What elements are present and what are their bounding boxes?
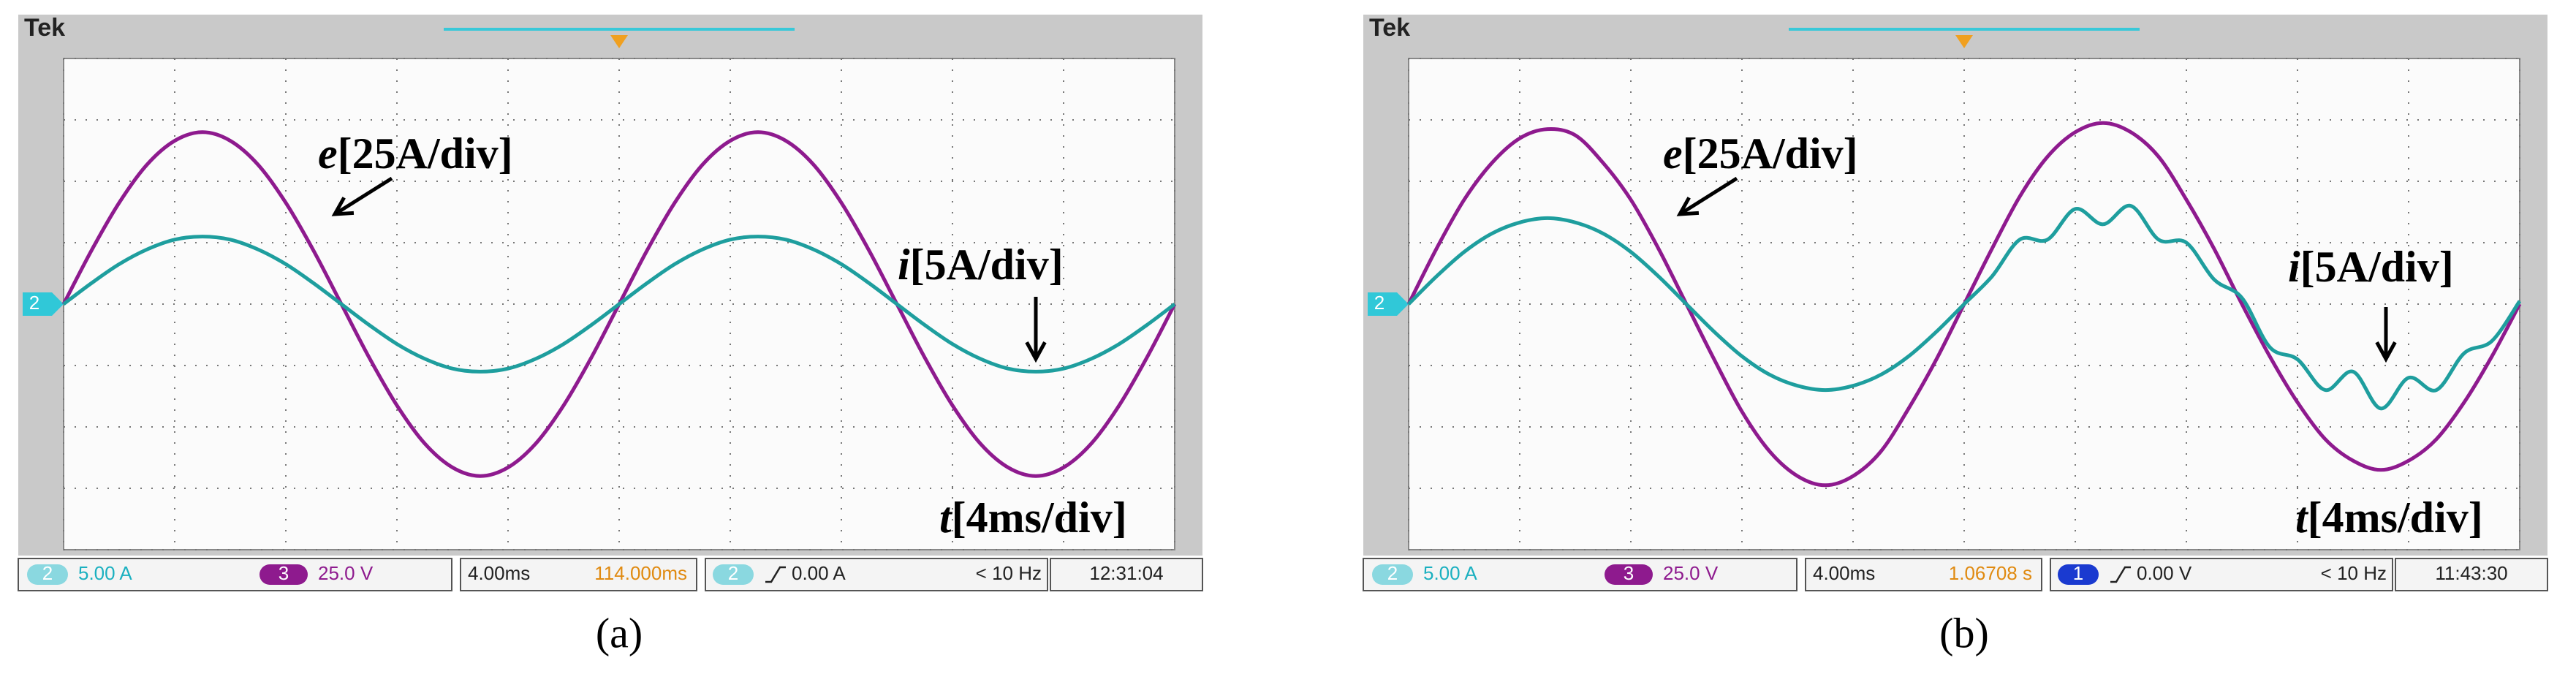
annotation-unit: [4ms/div] (2308, 493, 2483, 542)
status-box (1805, 558, 2042, 591)
annotation-var: e (318, 129, 338, 178)
arrow-shaft (333, 176, 393, 216)
status-clock: 12:31:04 (1089, 562, 1163, 584)
arrow-head (1025, 341, 1047, 363)
status-box (1050, 558, 1203, 591)
channel-marker: 2 (29, 292, 39, 314)
status-box (1363, 558, 1797, 591)
channel-pill (2058, 564, 2099, 585)
status-timebase: 4.00ms (468, 562, 530, 584)
annotation-unit: [25A/div] (1683, 129, 1858, 178)
trigger-slope (765, 566, 786, 583)
annotation-unit: [5A/div] (2300, 243, 2454, 291)
status-ch: 3 (279, 562, 289, 584)
status-box (460, 558, 697, 591)
status-scale: 25.0 V (1663, 562, 1719, 584)
status-position: 114.000ms (594, 562, 687, 584)
arrow-head (1676, 197, 1700, 216)
channel-marker: 2 (1374, 292, 1384, 314)
annotation-var: t (2295, 493, 2309, 542)
brand: Tek (1369, 14, 1410, 42)
trigger-marker (610, 35, 628, 48)
arrow-head (331, 197, 355, 216)
annotation: e[25A/div] (318, 129, 513, 178)
caption: (b) (1939, 609, 1989, 656)
status-box (2395, 558, 2548, 591)
trigger-marker (1955, 35, 1973, 48)
status-ch: 2 (1387, 562, 1398, 584)
status-frequency: < 10 Hz (976, 562, 1042, 584)
channel-pill (27, 564, 68, 585)
status-trigger-level: 0.00 V (2137, 562, 2192, 584)
status-scale: 25.0 V (318, 562, 374, 584)
channel-marker-shape (23, 292, 64, 316)
status-scale: 5.00 A (78, 562, 132, 584)
annotation: i[5A/div] (2288, 243, 2454, 291)
channel-pill (1605, 564, 1653, 585)
waveform (1407, 204, 2522, 411)
status-trigger-source: 1 (2073, 562, 2083, 584)
annotation-var: i (2288, 243, 2300, 291)
waveform (62, 235, 1176, 374)
status-trigger-level: 0.00 A (792, 562, 846, 584)
annotation-unit: [5A/div] (910, 241, 1064, 289)
annotation: e[25A/div] (1663, 129, 1858, 178)
status-box (2050, 558, 2393, 591)
channel-pill (260, 564, 308, 585)
status-trigger-source: 2 (728, 562, 738, 584)
channel-marker-shape (1368, 292, 1409, 316)
annotation: t[4ms/div] (939, 493, 1127, 542)
status-ch: 3 (1624, 562, 1634, 584)
channel-pill (713, 564, 754, 585)
annotation-var: i (898, 241, 910, 289)
status-frequency: < 10 Hz (2321, 562, 2387, 584)
annotation: t[4ms/div] (2295, 493, 2483, 542)
caption: (a) (596, 609, 643, 656)
status-ch: 2 (42, 562, 53, 584)
trigger-slope (2110, 566, 2131, 583)
channel-pill (1372, 564, 1413, 585)
arrow-shaft (1678, 176, 1738, 216)
status-box (18, 558, 452, 591)
status-clock: 11:43:30 (2435, 562, 2507, 584)
annotation-var: t (939, 493, 953, 542)
annotation-unit: [4ms/div] (952, 493, 1127, 542)
annotation-var: e (1663, 129, 1683, 178)
status-timebase: 4.00ms (1813, 562, 1875, 584)
brand: Tek (24, 14, 65, 42)
annotation: i[5A/div] (898, 241, 1064, 289)
annotation-unit: [25A/div] (338, 129, 513, 178)
status-box (705, 558, 1048, 591)
status-position: 1.06708 s (1949, 562, 2032, 584)
status-scale: 5.00 A (1423, 562, 1477, 584)
arrow-head (2375, 341, 2397, 363)
